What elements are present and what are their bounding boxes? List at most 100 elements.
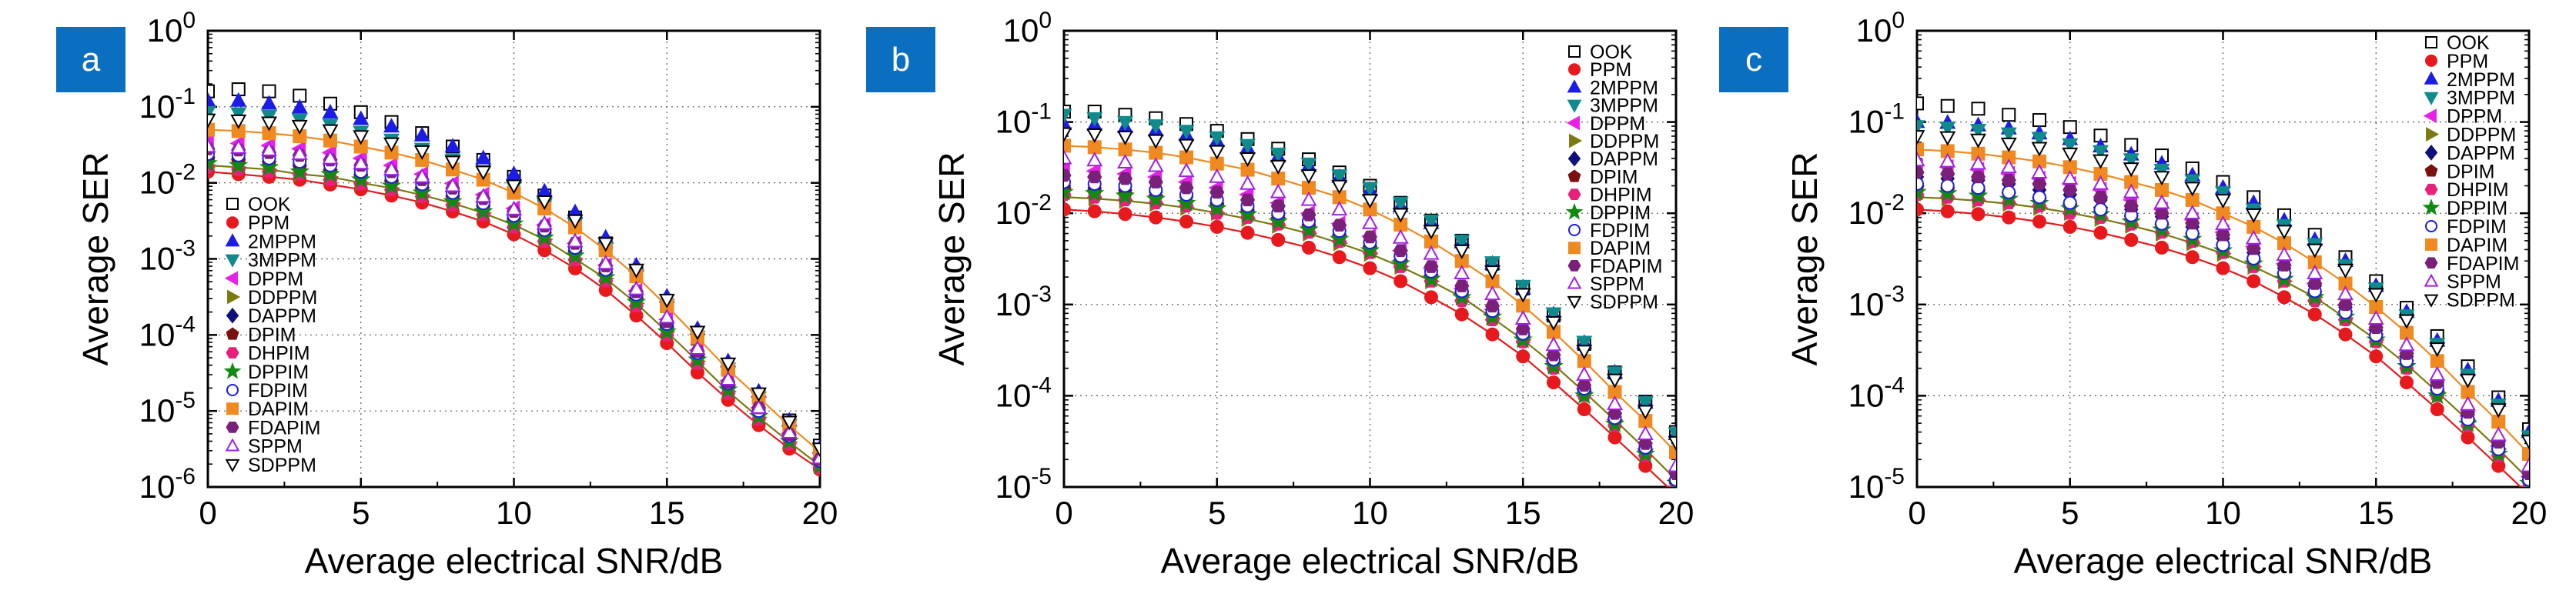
data-point (1362, 214, 1378, 229)
data-point (1393, 274, 1408, 288)
data-point (1300, 157, 1317, 172)
data-point (628, 263, 644, 278)
data-point (596, 267, 616, 286)
data-point (1971, 102, 1986, 116)
legend-marker (1568, 242, 1581, 255)
y-tick-label: 10-1 (1848, 99, 1905, 140)
data-point (2276, 225, 2293, 240)
data-point (2093, 154, 2109, 169)
legend-label: FDAPIM (248, 417, 320, 439)
data-point (1363, 261, 1377, 275)
chart-panel-a: a 0 5 10 15 20 100 10-1 10-2 10-3 10-4 10-5 10-6 Aver… (56, 8, 838, 581)
data-point (2400, 375, 2414, 390)
data-point (1917, 152, 1925, 167)
data-point (2123, 162, 2139, 178)
data-point (1240, 225, 1255, 240)
chart-panel-c: c 0 5 10 15 20 100 10-1 10-2 10-3 10-4 10-5 Average … (1719, 8, 2547, 581)
data-point (230, 107, 247, 122)
legend-marker (2426, 127, 2440, 142)
panel-badge-label: c (1745, 41, 1762, 78)
y-tick-label: 10-2 (139, 160, 196, 201)
data-point (1515, 322, 1531, 335)
data-point (536, 195, 553, 211)
legend-label: DAPPM (1590, 148, 1658, 170)
data-point (229, 155, 249, 174)
x-tick-label: 20 (2511, 495, 2548, 531)
legend-label: FDAPIM (1590, 255, 1662, 277)
data-point (1239, 193, 1256, 207)
grid (1917, 31, 2529, 487)
x-tick-label: 5 (1208, 495, 1226, 531)
y-tick-label: 10-1 (995, 99, 1052, 140)
data-point (1362, 182, 1378, 197)
data-point (1576, 345, 1593, 360)
data-point (1147, 134, 1164, 149)
data-point (1209, 185, 1225, 199)
legend-marker (226, 422, 239, 433)
data-point (2490, 426, 2507, 442)
legend-marker (1568, 224, 1581, 236)
data-point (1064, 182, 1074, 201)
legend-marker (223, 362, 242, 379)
data-point (2001, 174, 2016, 187)
data-point (781, 423, 798, 439)
data-point (2062, 195, 2077, 210)
y-tick-label: 10-3 (1848, 282, 1905, 322)
legend-label: 2MPPM (248, 231, 316, 252)
data-point (2153, 163, 2170, 178)
data-point (689, 325, 706, 341)
data-point (2246, 242, 2261, 255)
data-point (534, 227, 554, 246)
x-axis-title: Average electrical SNR/dB (305, 541, 724, 581)
legend-label: DPPIM (1590, 202, 1651, 224)
legend-marker (224, 271, 238, 286)
x-tick-label: 0 (1908, 495, 1925, 531)
y-axis-title: Average SER (932, 152, 972, 366)
data-point (1669, 445, 1676, 459)
data-point (412, 182, 432, 202)
data-point (2398, 314, 2415, 329)
data-point (261, 95, 277, 110)
data-point (1209, 131, 1226, 146)
data-point (2215, 215, 2231, 231)
data-point (1485, 327, 1500, 342)
data-point (230, 138, 247, 154)
data-point (1970, 124, 1986, 139)
panel-badge-label: b (892, 41, 910, 78)
data-point (1970, 170, 1986, 184)
data-point (1607, 395, 1623, 411)
legend: OOKPPM2MPPM3MPPMDPPMDDPPMDAPPMDPIMDHPIMD… (2422, 32, 2519, 312)
data-point (1362, 194, 1378, 209)
data-point (291, 145, 308, 160)
legend-label: 2MPPM (1590, 77, 1658, 98)
data-point (1117, 153, 1133, 169)
legend-label: OOK (1590, 42, 1633, 63)
x-tick-label: 5 (352, 495, 370, 531)
data-point (2215, 186, 2231, 202)
panel-badge (1719, 27, 1788, 92)
data-point (506, 165, 522, 181)
data-point (1392, 208, 1409, 223)
data-point (2093, 175, 2109, 190)
data-point (2153, 194, 2170, 209)
legend-marker (2424, 273, 2439, 287)
data-point (1239, 175, 1256, 190)
data-point (720, 370, 737, 385)
x-axis-title: Average electrical SNR/dB (2014, 541, 2433, 581)
legend-label: DPIM (248, 324, 296, 345)
y-axis-title: Average SER (1785, 152, 1825, 366)
legend-label: DDPPM (248, 287, 317, 309)
data-point (1939, 152, 1956, 168)
legend-marker (2425, 220, 2437, 232)
data-point (1239, 152, 1256, 168)
data-point (1332, 250, 1347, 265)
x-tick-label: 0 (199, 495, 216, 531)
data-point (1917, 96, 1924, 111)
legend-marker (2425, 54, 2437, 67)
data-point (2000, 127, 2017, 142)
y-tick-label: 10-1 (139, 84, 196, 125)
data-point (1668, 435, 1676, 451)
data-point (2307, 243, 2323, 258)
legend-marker (2424, 183, 2438, 195)
y-tick-label: 10-3 (995, 282, 1052, 322)
